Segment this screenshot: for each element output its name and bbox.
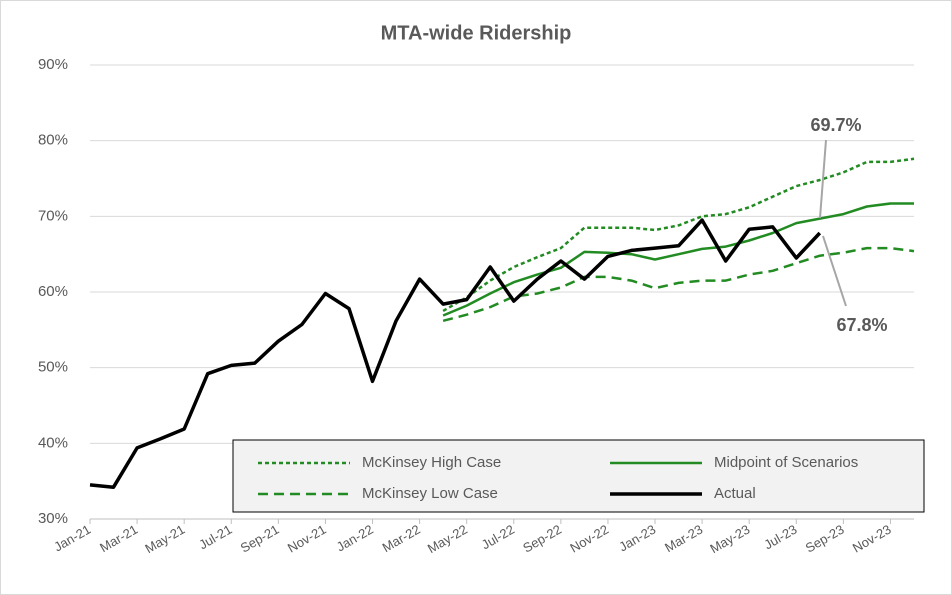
leader-line [819,139,827,219]
y-tick-label: 60% [38,283,68,300]
y-tick-label: 30% [38,510,68,527]
chart-title: MTA-wide Ridership [381,22,572,44]
legend-label: Actual [714,485,756,502]
y-tick-label: 70% [38,207,68,224]
series-line [442,202,914,317]
y-tick-label: 50% [38,359,68,376]
legend-label: Midpoint of Scenarios [714,454,858,471]
y-tick-label: 80% [38,132,68,149]
y-tick-label: 40% [38,434,68,451]
annotation: 69.7% [810,115,861,135]
legend-label: McKinsey Low Case [362,485,498,502]
legend-label: McKinsey High Case [362,454,501,471]
leader-line [822,235,847,307]
legend-box [232,439,925,513]
series-line [89,218,822,489]
annotation: 67.8% [836,315,887,335]
series-line [442,157,915,312]
y-tick-label: 90% [38,56,68,73]
